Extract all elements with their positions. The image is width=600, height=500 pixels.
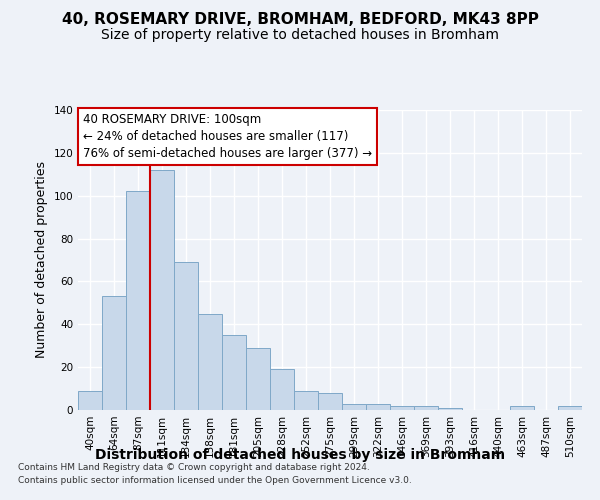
- Bar: [270, 370, 294, 410]
- Text: Size of property relative to detached houses in Bromham: Size of property relative to detached ho…: [101, 28, 499, 42]
- Bar: [174, 262, 198, 410]
- Bar: [414, 406, 438, 410]
- Bar: [558, 406, 582, 410]
- Bar: [510, 406, 534, 410]
- Text: 40 ROSEMARY DRIVE: 100sqm
← 24% of detached houses are smaller (117)
76% of semi: 40 ROSEMARY DRIVE: 100sqm ← 24% of detac…: [83, 113, 372, 160]
- Bar: [438, 408, 462, 410]
- Text: Contains public sector information licensed under the Open Government Licence v3: Contains public sector information licen…: [18, 476, 412, 485]
- Bar: [150, 170, 174, 410]
- Bar: [342, 404, 366, 410]
- Bar: [318, 393, 342, 410]
- Text: Contains HM Land Registry data © Crown copyright and database right 2024.: Contains HM Land Registry data © Crown c…: [18, 464, 370, 472]
- Bar: [78, 390, 102, 410]
- Text: 40, ROSEMARY DRIVE, BROMHAM, BEDFORD, MK43 8PP: 40, ROSEMARY DRIVE, BROMHAM, BEDFORD, MK…: [62, 12, 538, 28]
- Bar: [294, 390, 318, 410]
- Bar: [246, 348, 270, 410]
- Text: Distribution of detached houses by size in Bromham: Distribution of detached houses by size …: [95, 448, 505, 462]
- Y-axis label: Number of detached properties: Number of detached properties: [35, 162, 48, 358]
- Bar: [198, 314, 222, 410]
- Bar: [222, 335, 246, 410]
- Bar: [126, 192, 150, 410]
- Bar: [102, 296, 126, 410]
- Bar: [390, 406, 414, 410]
- Bar: [366, 404, 390, 410]
